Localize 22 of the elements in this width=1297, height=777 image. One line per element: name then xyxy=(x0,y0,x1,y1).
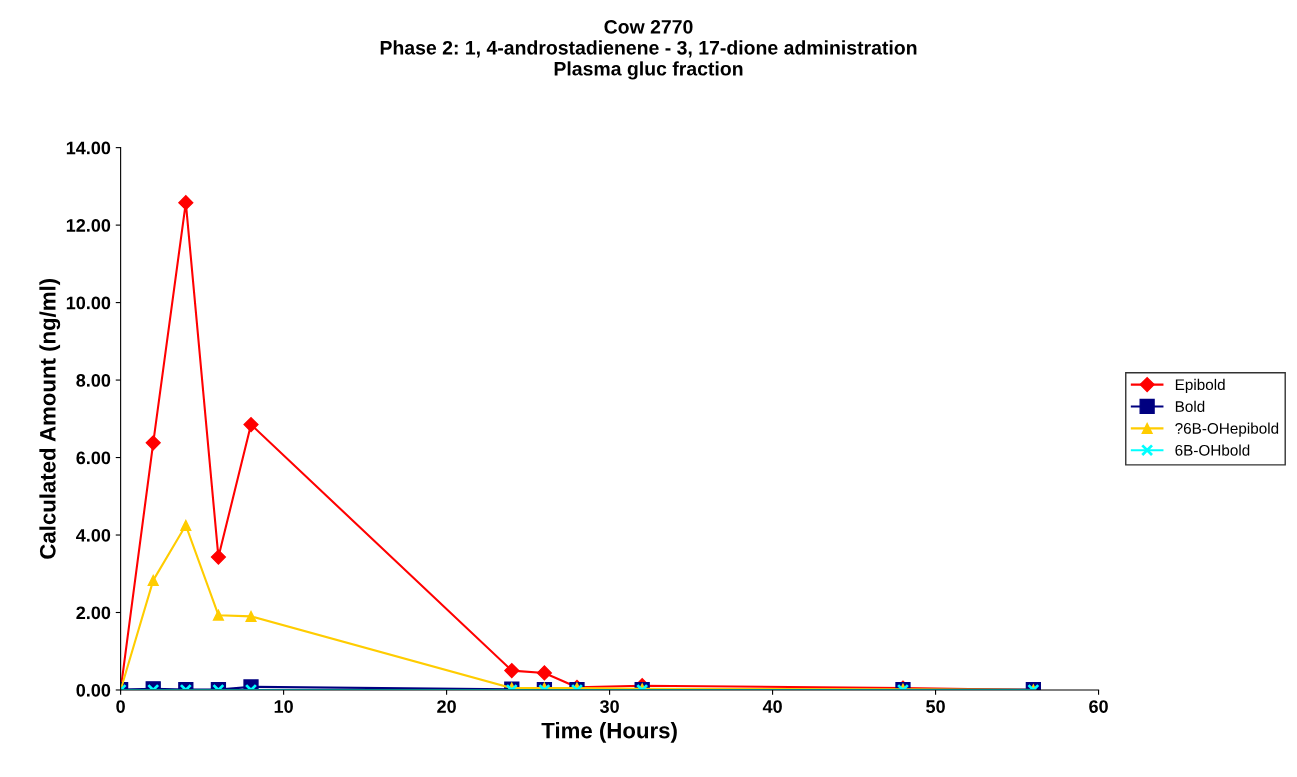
y-tick-label: 10.00 xyxy=(66,296,111,310)
y-tick-label: 14.00 xyxy=(66,141,111,155)
y-tick-label: 4.00 xyxy=(76,528,111,542)
y-tick-label: 0.00 xyxy=(76,683,111,697)
y-tick-label: 8.00 xyxy=(76,374,111,387)
x-tick-label: 50 xyxy=(926,700,945,713)
x-axis-title: Time (Hours) xyxy=(541,722,677,743)
legend-label: 6B-OHbold xyxy=(1175,444,1250,456)
y-tick-label: 6.00 xyxy=(76,451,111,465)
x-tick-label: 0 xyxy=(116,700,125,713)
chart-title: Cow 2770 Phase 2: 1, 4-androstadienene - 3, 17-dione administration Plasma gluc fraction xyxy=(380,19,917,80)
legend-label: Bold xyxy=(1175,400,1205,412)
x-tick-label: 60 xyxy=(1089,700,1108,713)
x-tick-label: 40 xyxy=(762,700,782,713)
y-axis-title: Calculated Amount (ng/ml) xyxy=(39,278,61,559)
legend-label: Epibold xyxy=(1175,378,1225,394)
y-tick-label: 2.00 xyxy=(76,606,111,620)
x-tick-label: 10 xyxy=(274,700,293,713)
y-tick-label: 12.00 xyxy=(66,219,111,232)
x-tick-label: 30 xyxy=(599,700,619,713)
x-tick-label: 20 xyxy=(437,700,456,713)
legend-label: ?6B-OHepibold xyxy=(1175,422,1279,437)
